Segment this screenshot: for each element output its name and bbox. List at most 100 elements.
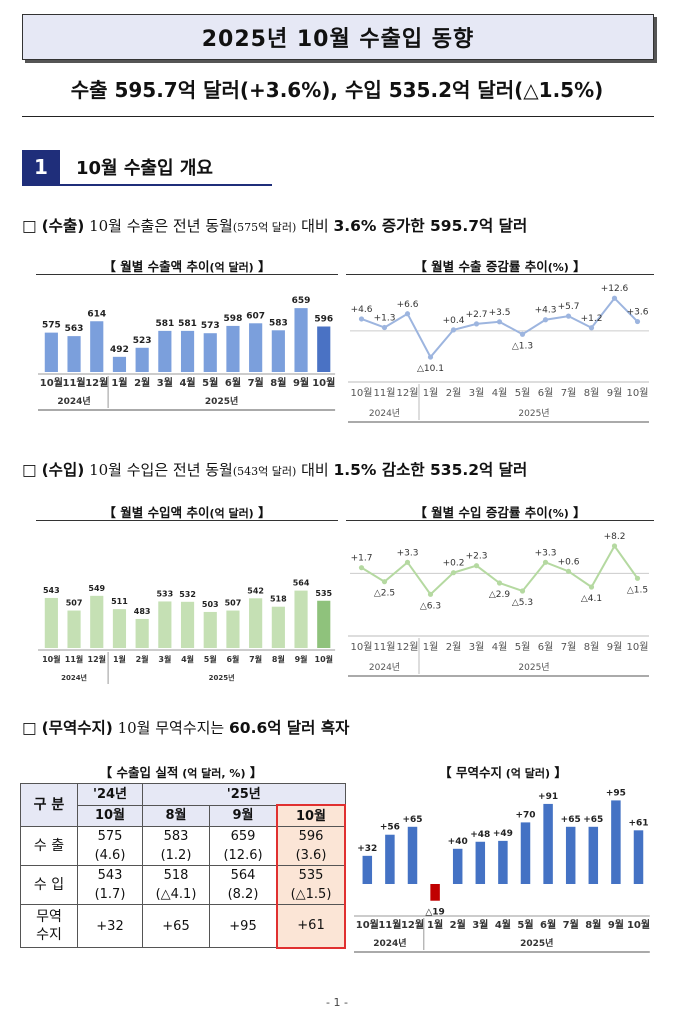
data-label: +8.2 <box>604 532 626 542</box>
bar-value-label: 607 <box>246 311 265 321</box>
x-tick-label: 9월 <box>293 377 309 389</box>
data-label: △1.5 <box>627 585 648 595</box>
x-tick-label: 5월 <box>515 387 531 399</box>
data-label: +6.6 <box>397 300 419 310</box>
x-tick-label: 4월 <box>181 654 194 664</box>
page-title-text: 2025년 10월 수출입 동향 <box>201 27 475 52</box>
x-tick-label: 9월 <box>607 387 623 399</box>
bar <box>294 308 308 372</box>
bar <box>430 884 440 901</box>
x-tick-label: 5월 <box>517 919 533 931</box>
bar <box>249 323 263 372</box>
x-tick-label: 8월 <box>585 919 601 931</box>
bar <box>407 826 418 884</box>
export-prev: (575억 달러) <box>232 221 297 234</box>
bar <box>385 834 395 884</box>
bar-value-label: +65 <box>402 815 422 825</box>
export-text: 10월 수출은 전년 동월 <box>84 217 233 235</box>
import-amount-title: 【 월별 수입액 추이(억 달러) 】 <box>103 505 271 520</box>
data-label: △4.1 <box>581 594 602 604</box>
data-label: +5.7 <box>558 302 580 312</box>
data-label: +0.4 <box>443 316 465 326</box>
year-label: 2025년 <box>518 408 549 419</box>
x-tick-label: 5월 <box>204 654 217 664</box>
x-tick-label: 10월 <box>315 654 334 664</box>
bar-value-label: 659 <box>292 296 311 306</box>
bar <box>565 826 576 884</box>
x-tick-label: 11월 <box>374 641 396 653</box>
x-tick-label: 5월 <box>202 377 218 389</box>
balance-title: 【 무역수지 (억 달러) 】 <box>439 765 567 780</box>
import-text2: 대비 <box>296 461 334 479</box>
section-title: 10월 수출입 개요 <box>76 158 213 179</box>
x-tick-label: 5월 <box>515 641 531 653</box>
bar <box>271 606 285 648</box>
bar-value-label: 492 <box>110 345 129 355</box>
table-cell-current: 535 (△1.5) <box>276 865 346 905</box>
data-label: +0.2 <box>443 559 465 569</box>
bar <box>633 830 644 884</box>
bar <box>362 855 373 884</box>
year-label: 2024년 <box>57 395 90 407</box>
bar-value-label: 575 <box>42 321 61 331</box>
year-label: 2024년 <box>373 937 406 949</box>
bar-value-label: +49 <box>493 829 513 839</box>
bar-value-label: 581 <box>178 319 197 329</box>
row-label: 무역 수지 <box>20 904 78 948</box>
data-point <box>588 325 595 331</box>
year-label: 2025년 <box>205 395 238 407</box>
bar-value-label: +56 <box>380 823 400 833</box>
bar-value-label: +65 <box>583 815 603 825</box>
x-tick-label: 11월 <box>378 919 401 931</box>
bar-value-label: 573 <box>201 321 220 331</box>
x-tick-label: 10월 <box>40 377 63 389</box>
bar <box>588 826 599 884</box>
bar <box>543 803 553 884</box>
bar-value-label: 507 <box>225 599 242 608</box>
table-cell: +95 <box>209 904 278 948</box>
bar <box>226 610 240 648</box>
bar-value-label: +32 <box>357 844 377 854</box>
x-tick-label: 4월 <box>495 919 511 931</box>
export-rate-chart: +4.6+1.3+6.6 △10.1 +0.4+2.7 +3.5 △1.3 +4.3 +5.… <box>348 284 649 423</box>
data-label: +1.3 <box>374 314 396 324</box>
divider <box>22 116 654 117</box>
import-rate-title: 【 월별 수입 증감률 추이(%) 】 <box>414 505 586 520</box>
balance-label: (무역수지) <box>41 719 113 737</box>
x-tick-label: 8월 <box>584 641 600 653</box>
x-tick-label: 2월 <box>446 387 462 399</box>
x-tick-label: 10월 <box>351 641 373 653</box>
bar-value-label: +61 <box>628 818 648 828</box>
data-point <box>496 580 503 586</box>
bar-value-label: 511 <box>111 597 128 606</box>
x-tick-label: 2월 <box>136 654 149 664</box>
import-rate-chart: +1.7△2.5+3.3△6.3+0.2+2.3△2.9△5.3+3.3+0.6… <box>348 532 649 677</box>
x-tick-label: 1월 <box>427 919 443 931</box>
data-point <box>358 565 365 571</box>
data-label: +0.6 <box>558 557 580 567</box>
x-tick-label: 10월 <box>42 654 61 664</box>
x-tick-label: 11월 <box>62 377 85 389</box>
import-summary: □ (수입) 10월 수입은 전년 동월(543억 달러) 대비 1.5% 감소… <box>22 458 527 480</box>
month-header: 9월 <box>209 804 278 827</box>
bar <box>112 356 127 372</box>
bar-value-label: 581 <box>155 319 174 329</box>
x-tick-label: 10월 <box>356 919 379 931</box>
data-point <box>404 311 411 317</box>
data-label: +2.3 <box>466 552 488 562</box>
import-amount-chart: 543 507 549 511 483 533 532 503 507 542 518 564 535 1… <box>38 579 336 684</box>
year-label: 2025년 <box>209 673 235 682</box>
data-point <box>611 543 618 549</box>
x-tick-label: 10월 <box>312 377 335 389</box>
data-label: +1.2 <box>581 314 603 324</box>
data-point <box>611 295 618 301</box>
data-point <box>634 575 641 581</box>
bar <box>180 601 195 648</box>
bar-value-label: 483 <box>134 607 151 616</box>
bar <box>158 601 172 648</box>
data-label: +3.3 <box>397 548 419 558</box>
export-label: (수출) <box>41 217 85 235</box>
bar-value-label: △19 <box>425 908 444 918</box>
x-tick-label: 7월 <box>563 919 579 931</box>
bar <box>317 326 331 372</box>
